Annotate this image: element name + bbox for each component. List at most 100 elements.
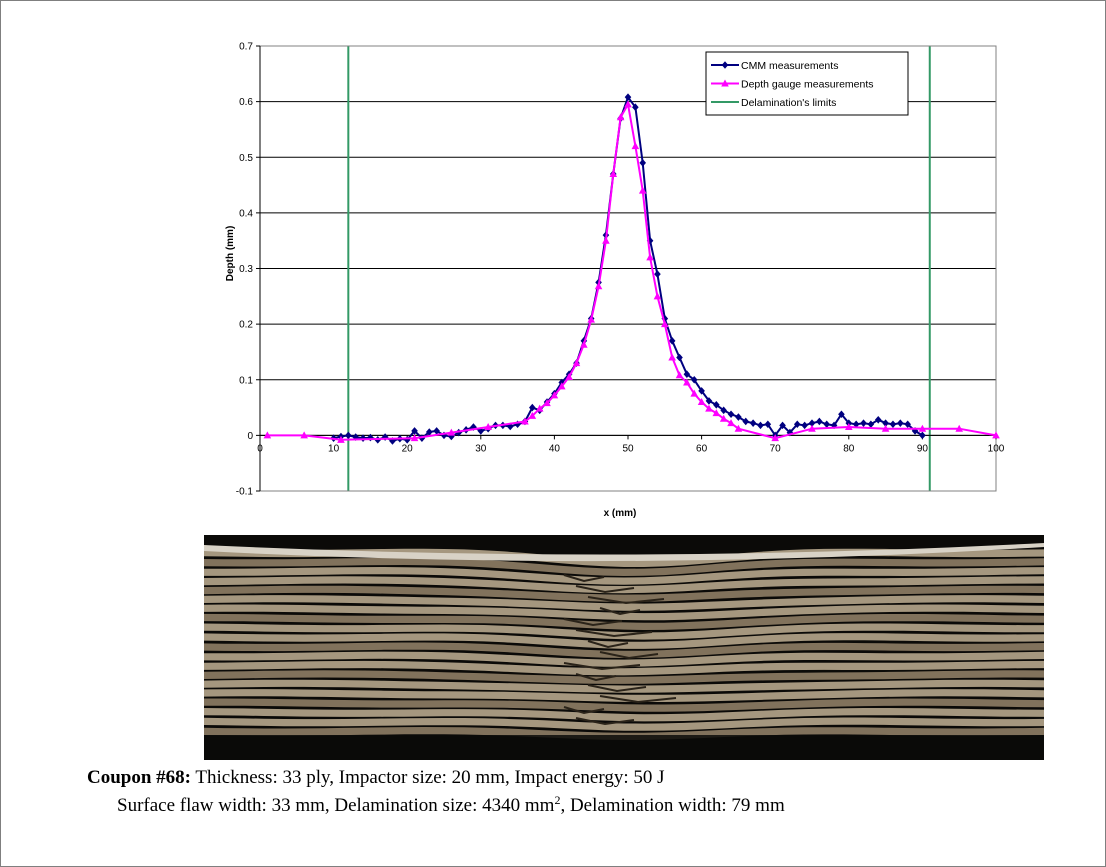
triangle-marker: [410, 434, 419, 442]
triangle-marker: [594, 282, 603, 290]
diamond-marker: [808, 419, 816, 427]
triangle-marker: [557, 382, 566, 390]
triangle-marker: [602, 236, 610, 244]
diamond-marker: [742, 417, 750, 426]
crack-line: [599, 695, 677, 704]
diamond-marker: [713, 400, 720, 409]
diamond-marker: [654, 270, 661, 278]
diamond-marker: [433, 427, 440, 435]
y-tick-label: 0.4: [239, 208, 253, 219]
caption-line-1: Coupon #68: Thickness: 33 ply, Impactor …: [87, 764, 1087, 792]
legend-entry-label: Depth gauge measurements: [741, 78, 874, 90]
triangle-marker: [712, 409, 721, 417]
diamond-marker: [529, 403, 536, 412]
ply-layer: [204, 595, 1044, 611]
triangle-marker: [675, 371, 684, 379]
crack-line: [587, 596, 665, 605]
diamond-marker: [676, 353, 683, 362]
x-tick-label: 20: [402, 443, 414, 454]
crack-line: [587, 640, 629, 649]
ply-layer: [204, 623, 1044, 640]
x-tick-label: 80: [843, 443, 855, 454]
diamond-marker: [882, 419, 889, 427]
x-axis-label: x (mm): [604, 508, 637, 519]
triangle-marker: [572, 359, 581, 367]
triangle-marker: [638, 186, 647, 194]
depth-profile-chart: -0.1 0 0.1 0.2 0.3 0.4 0.5 0.6 0.7 0 10 20 30 40 50 60 7…: [225, 42, 1005, 520]
chart-series: [263, 93, 1000, 445]
cross-section-micrograph: [204, 535, 1044, 760]
y-tick-label: 0.7: [239, 42, 253, 53]
ply-layer: [204, 679, 1044, 693]
x-tick-label: 50: [622, 443, 634, 454]
triangle-marker: [955, 424, 963, 432]
y-tick-label: 0.3: [239, 264, 253, 275]
diamond-marker: [801, 421, 808, 430]
ply-layer: [204, 576, 1044, 594]
triangle-marker: [808, 424, 816, 432]
diamond-marker: [874, 416, 882, 424]
ply-layer: [204, 670, 1044, 684]
flaw-and-size-text: Surface flaw width: 33 mm, Delamination …: [117, 795, 555, 816]
x-tick-label: 30: [475, 443, 487, 454]
cross-section-image: [204, 535, 1044, 760]
x-tick-label: 10: [328, 443, 340, 454]
triangle-marker: [484, 423, 492, 431]
diamond-marker: [720, 406, 727, 415]
crack-line: [563, 706, 605, 715]
triangle-marker: [992, 431, 1000, 439]
triangle-marker: [918, 424, 927, 432]
crack-line: [563, 662, 641, 671]
diamond-marker: [632, 103, 639, 111]
diamond-marker: [403, 436, 411, 444]
triangle-marker: [565, 372, 573, 380]
ply-layer: [204, 689, 1044, 702]
series-triangle: [263, 100, 1000, 443]
triangle-marker: [734, 424, 743, 432]
diamond-marker: [705, 397, 713, 405]
y-tick-label: 0.6: [239, 97, 253, 108]
delamination-limit-lines: [347, 46, 931, 491]
triangle-marker: [690, 389, 699, 397]
triangle-marker: [631, 142, 640, 150]
legend-entry-label: Delamination's limits: [741, 97, 836, 109]
diamond-marker: [749, 419, 757, 427]
triangle-marker: [300, 431, 308, 439]
x-tick-label: 100: [988, 443, 1005, 454]
crack-line: [575, 585, 635, 594]
figure-caption: Coupon #68: Thickness: 33 ply, Impactor …: [87, 764, 1087, 820]
triangle-marker: [535, 404, 544, 412]
crack-line: [599, 651, 659, 660]
series-line: [333, 95, 923, 442]
chart-legend: CMM measurements Depth gauge measurements…: [705, 51, 909, 116]
crack-line: [587, 684, 647, 693]
ply-layer: [204, 567, 1044, 585]
crack-line: [599, 607, 641, 616]
triangle-marker: [719, 414, 728, 422]
series-line: [267, 101, 997, 441]
diamond-marker: [345, 431, 352, 440]
triangle-marker: [721, 79, 729, 87]
diamond-marker: [727, 410, 735, 419]
surface-layer: [204, 543, 1044, 562]
triangle-marker: [727, 419, 735, 427]
crack-line: [575, 629, 653, 638]
diamond-marker: [867, 420, 875, 429]
diamond-marker: [919, 431, 926, 440]
diamond-marker: [897, 419, 904, 427]
area-unit-exponent: 2: [554, 793, 561, 807]
triangle-marker: [646, 253, 654, 261]
triangle-marker: [653, 292, 662, 300]
chart-axes: -0.1 0 0.1 0.2 0.3 0.4 0.5 0.6 0.7 0 10 20 30 40 50 60 7…: [236, 42, 1005, 498]
ply-layer: [204, 642, 1044, 658]
y-tick-label: -0.1: [236, 487, 254, 498]
diamond-marker: [721, 61, 729, 69]
y-tick-label: 0.1: [239, 375, 253, 386]
triangle-marker: [609, 169, 618, 177]
ply-layer: [204, 585, 1044, 602]
y-axis-label: Depth (mm): [225, 226, 236, 282]
crack-line: [563, 574, 605, 583]
diamond-marker: [425, 428, 433, 436]
x-tick-label: 60: [696, 443, 708, 454]
x-tick-label: 0: [257, 443, 263, 454]
